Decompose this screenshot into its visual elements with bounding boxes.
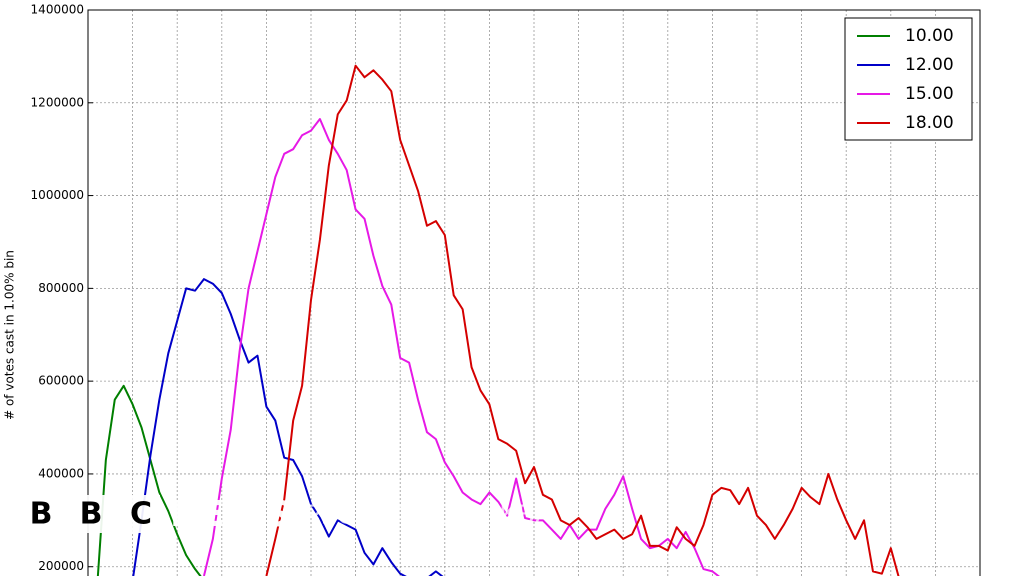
logo-box — [72, 495, 110, 533]
brand: NEWS — [170, 494, 290, 535]
data-line — [202, 118, 720, 576]
legend-label: 15.00 — [905, 84, 954, 104]
plot-frame — [87, 9, 981, 576]
y-tick-label: 1400000 — [31, 3, 84, 17]
y-tick-label: 1200000 — [31, 95, 84, 109]
logo-box — [22, 495, 60, 533]
plot-lines — [96, 64, 900, 576]
y-axis: 200000 400000 600000 800000 1000000 1200000 14… — [31, 3, 93, 573]
y-tick-label: 600000 — [38, 374, 84, 388]
legend-label: 18.00 — [905, 113, 954, 133]
data-line — [96, 384, 202, 576]
legend: 10.00 12.00 15.00 18.00 — [844, 17, 973, 141]
logo-letter: B — [80, 497, 103, 532]
y-tick-label: 200000 — [38, 559, 84, 573]
logo-letter: B — [30, 497, 53, 532]
legend-label: 12.00 — [905, 55, 954, 75]
y-tick-label: 1000000 — [31, 188, 84, 202]
data-line — [265, 64, 900, 576]
service-name: РУССКАЯ СЛУЖБА — [305, 501, 553, 531]
y-tick-label: 400000 — [38, 466, 84, 480]
logo-box — [122, 495, 160, 533]
y-tick-label: 800000 — [38, 281, 84, 295]
legend-box — [844, 17, 973, 141]
legend-label: 10.00 — [905, 26, 954, 46]
y-axis-label: # of votes cast in 1.00% bin — [3, 250, 17, 420]
logo-letter: C — [130, 497, 152, 532]
watermark: B B C NEWS РУССКАЯ СЛУЖБА — [22, 494, 553, 535]
